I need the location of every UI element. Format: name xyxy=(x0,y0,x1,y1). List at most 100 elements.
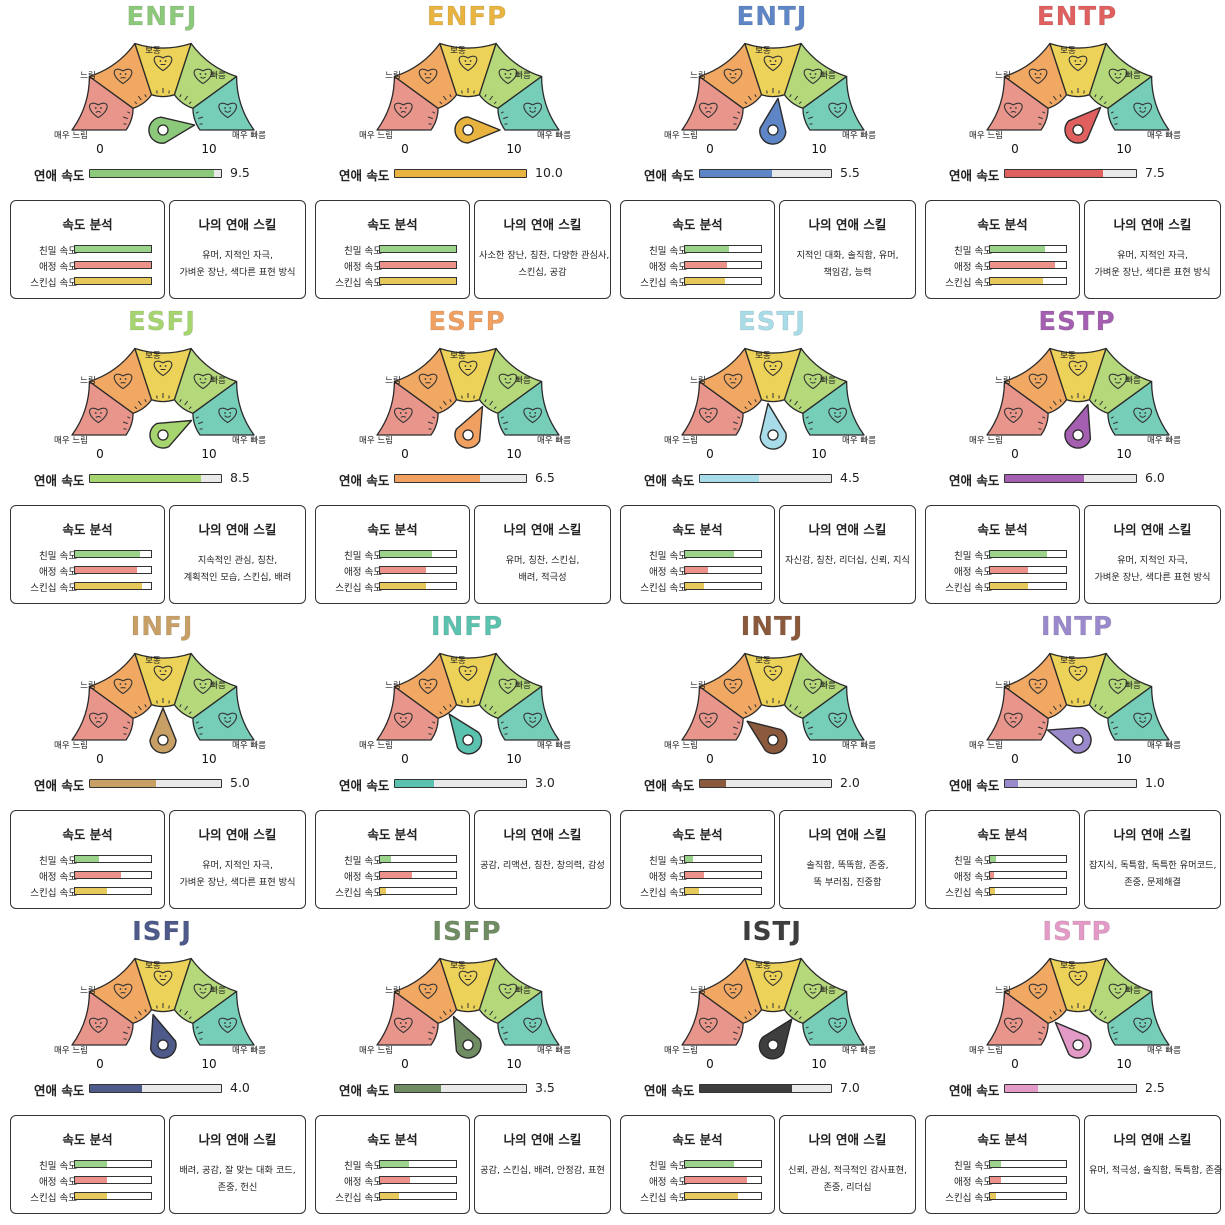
intimacy-row: 친밀 속도 xyxy=(11,1158,166,1172)
needle-hub xyxy=(462,1039,474,1051)
heart-face-icon xyxy=(498,373,518,390)
gauge-tick xyxy=(1059,399,1062,403)
skinship-bar-fill xyxy=(380,278,456,284)
gauge-tick xyxy=(134,711,138,715)
skinship-row: 스킨십 속도 xyxy=(316,885,471,899)
intimacy-label: 친밀 속도 xyxy=(39,856,77,867)
label-slow: 느림 xyxy=(995,70,1011,81)
speed-label: 연애 속도 xyxy=(34,168,85,183)
speed-value: 3.5 xyxy=(535,1080,555,1095)
gauge-max: 10 xyxy=(1116,752,1131,766)
gauge-tick xyxy=(802,104,808,109)
gauge-tick xyxy=(1088,1004,1092,1010)
speed-bar-fill xyxy=(90,475,202,482)
label-very-fast: 매우 빠름 xyxy=(537,1045,571,1056)
analysis-title: 속도 분석 xyxy=(62,827,113,842)
affection-row: 애정 속도 xyxy=(11,1174,166,1188)
gauge-tick xyxy=(156,700,158,704)
gauge-tick xyxy=(198,421,204,425)
heart-face-icon xyxy=(1028,678,1048,695)
intimacy-label: 친밀 속도 xyxy=(954,856,992,867)
gauge-tick xyxy=(188,406,192,410)
gauge-tick xyxy=(798,101,802,105)
intimacy-bar xyxy=(989,245,1067,253)
speed-label: 연애 속도 xyxy=(339,168,390,183)
affection-row: 애정 속도 xyxy=(926,259,1081,273)
analysis-title: 속도 분석 xyxy=(977,522,1028,537)
gauge-tick xyxy=(504,733,508,735)
gauge-tick xyxy=(1114,733,1118,735)
heart-face-icon xyxy=(218,712,237,729)
intimacy-bar xyxy=(989,855,1067,863)
gauge-needle xyxy=(758,1018,793,1060)
speed-bar xyxy=(1004,474,1137,483)
intimacy-row: 친밀 속도 xyxy=(926,1158,1081,1172)
skills-line: 지속적인 관심, 칭찬, xyxy=(197,555,278,566)
affection-row: 애정 속도 xyxy=(926,869,1081,883)
intimacy-bar xyxy=(379,1160,457,1168)
skills-text: 지속적인 관심, 칭찬, 계획적인 모습, 스킨십, 배려 xyxy=(174,552,301,586)
speed-row: 연애 속도 3.5 xyxy=(315,1079,619,1099)
heart-face-icon xyxy=(153,665,173,682)
affection-label: 애정 속도 xyxy=(39,1177,77,1188)
intimacy-label: 친밀 속도 xyxy=(649,246,687,257)
speed-label: 연애 속도 xyxy=(949,473,1000,488)
speed-value: 10.0 xyxy=(535,165,563,180)
needle-hub xyxy=(767,429,779,441)
gauge-tick xyxy=(738,104,744,109)
gauge-tick xyxy=(156,90,158,94)
gauge-tick xyxy=(1037,421,1043,425)
label-normal: 보통 xyxy=(145,656,161,666)
gauge-tick xyxy=(1038,1038,1042,1040)
label-very-slow: 매우 느림 xyxy=(969,740,1003,751)
label-slow: 느림 xyxy=(995,680,1011,691)
label-fast: 빠름 xyxy=(820,680,836,691)
label-very-fast: 매우 빠름 xyxy=(232,740,266,751)
intimacy-bar xyxy=(379,550,457,558)
gauge-tick xyxy=(1043,1019,1049,1024)
mbti-card-intp: INTP 매우 느림 느림 보통 빠름 매우 빠름 0 10 연애 속도 1.0 속도 분석 친밀 속… xyxy=(925,610,1225,915)
love-skills-panel: 나의 연애 스킬 유머, 지적인 자극, 가벼운 장난, 색다른 표현 방식 xyxy=(1084,200,1221,299)
gauge-max: 10 xyxy=(506,1057,521,1071)
skills-line: 배려, 공감, 잘 맞는 대화 코드, xyxy=(179,1165,296,1176)
intimacy-label: 친밀 속도 xyxy=(39,1161,77,1172)
analysis-title: 속도 분석 xyxy=(367,522,418,537)
gauge-tick xyxy=(478,699,482,705)
speed-bar xyxy=(1004,1084,1137,1093)
gauge-tick xyxy=(1059,94,1062,98)
skills-line: 유머, 지적인 자극, xyxy=(1117,555,1188,566)
heart-face-icon xyxy=(1028,983,1048,1000)
affection-bar xyxy=(989,261,1067,269)
gauge-tick xyxy=(732,726,738,730)
speed-value: 8.5 xyxy=(230,470,250,485)
label-normal: 보통 xyxy=(1060,351,1076,361)
gauge-tick xyxy=(794,705,799,711)
skills-line: 솔직함, 똑똑함, 존중, xyxy=(806,860,889,871)
gauge-tick xyxy=(122,421,128,425)
skinship-label: 스킨십 속도 xyxy=(945,278,992,289)
speed-bar-fill xyxy=(395,475,481,482)
gauge-tick xyxy=(1110,416,1114,419)
gauge-tick xyxy=(439,711,443,715)
gauge-max: 10 xyxy=(506,142,521,156)
heart-face-icon xyxy=(153,55,173,72)
gauge-tick xyxy=(497,714,503,719)
gauge-tick xyxy=(179,1009,182,1013)
analysis-title: 속도 분석 xyxy=(977,827,1028,842)
intimacy-bar xyxy=(74,1160,152,1168)
gauge-tick xyxy=(1088,699,1092,705)
gauge-tick xyxy=(144,94,147,98)
label-very-slow: 매우 느림 xyxy=(664,740,698,751)
mbti-card-istp: ISTP 매우 느림 느림 보통 빠름 매우 빠름 0 10 연애 속도 2.5 속도 분석 친밀 속… xyxy=(925,915,1225,1220)
gauge-tick xyxy=(789,399,792,403)
gauge-tick xyxy=(783,89,787,95)
gauge-tick xyxy=(808,1031,814,1035)
affection-bar xyxy=(684,261,762,269)
gauge-tick xyxy=(1064,394,1068,400)
gauge-tick xyxy=(168,90,170,94)
gauge-tick xyxy=(1099,400,1104,406)
intimacy-bar xyxy=(684,1160,762,1168)
gauge-tick xyxy=(432,416,436,419)
love-skills-panel: 나의 연애 스킬 배려, 공감, 잘 맞는 대화 코드, 존중, 헌신 xyxy=(169,1115,306,1214)
gauge-needle xyxy=(149,419,193,449)
